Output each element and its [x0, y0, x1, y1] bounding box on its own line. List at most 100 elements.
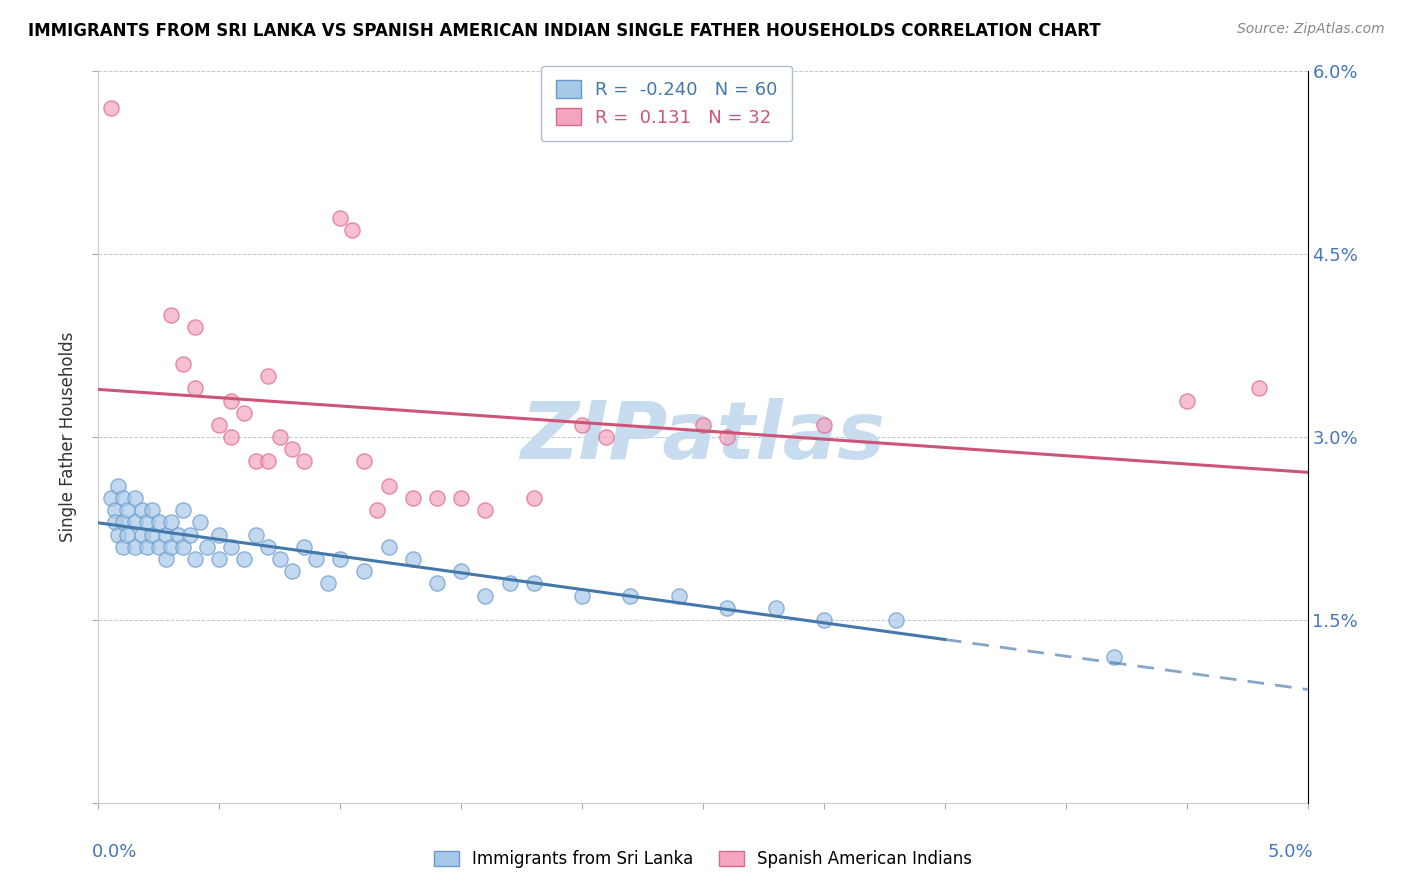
Point — [450, 491, 472, 505]
Point — [124, 516, 146, 530]
Point — [135, 516, 157, 530]
Text: 0.0%: 0.0% — [93, 843, 138, 861]
Point — [292, 454, 315, 468]
Point — [765, 600, 787, 615]
Point — [160, 540, 183, 554]
Point — [716, 600, 738, 615]
Point — [571, 417, 593, 432]
Point — [104, 516, 127, 530]
Point — [1175, 393, 1198, 408]
Point — [474, 503, 496, 517]
Point — [208, 552, 231, 566]
Point — [269, 430, 291, 444]
Point — [498, 576, 520, 591]
Point — [329, 211, 352, 225]
Point — [155, 552, 177, 566]
Point — [595, 430, 617, 444]
Point — [184, 320, 207, 334]
Point — [256, 454, 278, 468]
Point — [100, 101, 122, 115]
Point — [716, 430, 738, 444]
Point — [148, 540, 170, 554]
Point — [179, 527, 201, 541]
Point — [232, 552, 254, 566]
Point — [221, 540, 243, 554]
Point — [124, 540, 146, 554]
Point — [426, 576, 449, 591]
Point — [195, 540, 218, 554]
Point — [377, 479, 399, 493]
Point — [232, 406, 254, 420]
Text: IMMIGRANTS FROM SRI LANKA VS SPANISH AMERICAN INDIAN SINGLE FATHER HOUSEHOLDS CO: IMMIGRANTS FROM SRI LANKA VS SPANISH AME… — [28, 22, 1101, 40]
Point — [141, 503, 163, 517]
Point — [107, 527, 129, 541]
Point — [292, 540, 315, 554]
Point — [281, 442, 304, 457]
Text: ZIPatlas: ZIPatlas — [520, 398, 886, 476]
Point — [329, 552, 352, 566]
Point — [245, 527, 267, 541]
Point — [208, 527, 231, 541]
Point — [141, 527, 163, 541]
Point — [172, 503, 194, 517]
Text: Source: ZipAtlas.com: Source: ZipAtlas.com — [1237, 22, 1385, 37]
Point — [221, 393, 243, 408]
Point — [886, 613, 908, 627]
Legend: Immigrants from Sri Lanka, Spanish American Indians: Immigrants from Sri Lanka, Spanish Ameri… — [427, 844, 979, 875]
Point — [305, 552, 328, 566]
Point — [813, 613, 835, 627]
Point — [353, 564, 375, 578]
Point — [523, 576, 546, 591]
Y-axis label: Single Father Households: Single Father Households — [59, 332, 77, 542]
Point — [221, 430, 243, 444]
Point — [316, 576, 339, 591]
Point — [167, 527, 190, 541]
Point — [184, 381, 207, 395]
Point — [402, 491, 425, 505]
Point — [619, 589, 641, 603]
Text: 5.0%: 5.0% — [1268, 843, 1313, 861]
Point — [160, 308, 183, 322]
Point — [353, 454, 375, 468]
Point — [172, 540, 194, 554]
Point — [148, 516, 170, 530]
Point — [208, 417, 231, 432]
Point — [111, 540, 134, 554]
Point — [474, 589, 496, 603]
Point — [117, 527, 139, 541]
Point — [281, 564, 304, 578]
Point — [184, 552, 207, 566]
Point — [131, 527, 153, 541]
Point — [668, 589, 690, 603]
Point — [1102, 649, 1125, 664]
Point — [111, 491, 134, 505]
Point — [131, 503, 153, 517]
Point — [256, 369, 278, 384]
Point — [124, 491, 146, 505]
Point — [172, 357, 194, 371]
Point — [426, 491, 449, 505]
Point — [692, 417, 714, 432]
Point — [377, 540, 399, 554]
Point — [160, 516, 183, 530]
Point — [571, 589, 593, 603]
Point — [155, 527, 177, 541]
Point — [1249, 381, 1271, 395]
Point — [269, 552, 291, 566]
Point — [188, 516, 211, 530]
Point — [450, 564, 472, 578]
Point — [523, 491, 546, 505]
Legend: R =  -0.240   N = 60, R =  0.131   N = 32: R = -0.240 N = 60, R = 0.131 N = 32 — [541, 66, 792, 141]
Point — [402, 552, 425, 566]
Point — [245, 454, 267, 468]
Point — [256, 540, 278, 554]
Point — [813, 417, 835, 432]
Point — [107, 479, 129, 493]
Point — [342, 223, 364, 237]
Point — [100, 491, 122, 505]
Point — [135, 540, 157, 554]
Point — [117, 503, 139, 517]
Point — [366, 503, 388, 517]
Point — [111, 516, 134, 530]
Point — [104, 503, 127, 517]
